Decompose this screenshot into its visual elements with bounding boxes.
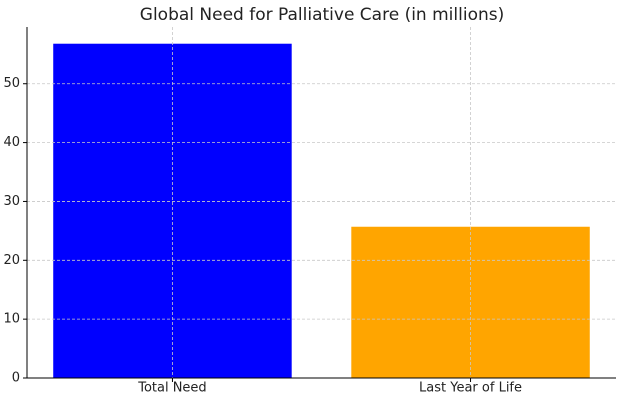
x-tick-label: Last Year of Life [419, 381, 522, 396]
y-tick-label: 10 [3, 312, 20, 327]
y-tick-label: 30 [3, 194, 20, 209]
chart-title: Global Need for Palliative Care (in mill… [140, 5, 504, 25]
y-tick-label: 40 [3, 135, 20, 150]
x-tick-label: Total Need [137, 381, 206, 396]
y-tick-label: 0 [12, 371, 20, 386]
y-tick-label: 50 [3, 76, 20, 91]
y-tick-label: 20 [3, 253, 20, 268]
